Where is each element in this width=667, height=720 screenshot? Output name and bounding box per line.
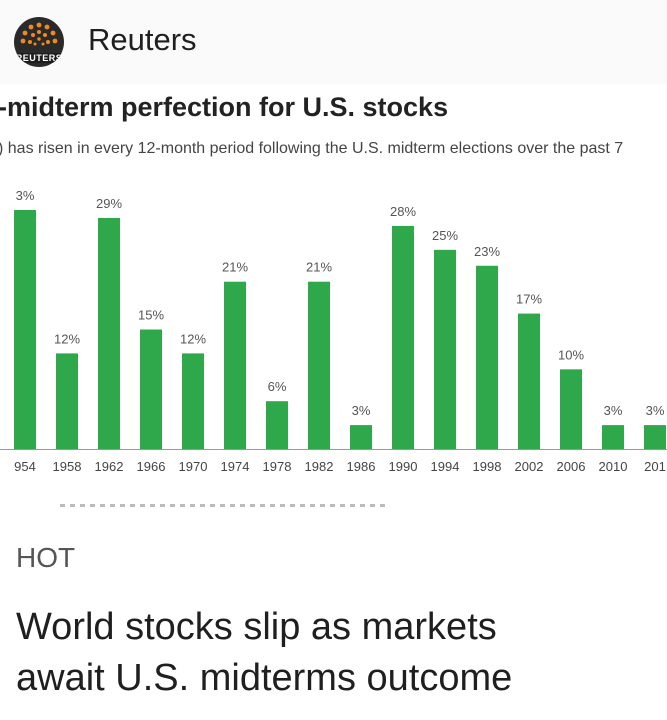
- bar-1994: [434, 249, 456, 449]
- bar-2006: [560, 369, 582, 449]
- data-label-1962: 29%: [96, 196, 122, 211]
- data-label-1970: 12%: [180, 331, 206, 346]
- data-label-1978: 6%: [268, 379, 287, 394]
- bar-1982: [308, 281, 330, 449]
- data-label-1974: 21%: [222, 260, 248, 275]
- data-label-954: 3%: [16, 188, 35, 203]
- x-tick-1978: 1978: [263, 459, 292, 474]
- app-header: REUTERS Reuters: [0, 0, 667, 84]
- bar-2002: [518, 313, 540, 449]
- bar-2010: [602, 425, 624, 449]
- data-label-1986: 3%: [352, 403, 371, 418]
- data-label-201: 3%: [646, 403, 665, 418]
- x-tick-201: 201: [644, 459, 666, 474]
- bar-1990: [392, 225, 414, 449]
- bar-201: [644, 425, 666, 449]
- data-label-2010: 3%: [604, 403, 623, 418]
- data-label-2006: 10%: [558, 347, 584, 362]
- data-label-1966: 15%: [138, 308, 164, 323]
- headline-line-1: World stocks slip as markets: [16, 606, 497, 648]
- bar-1970: [182, 353, 204, 449]
- x-tick-1970: 1970: [179, 459, 208, 474]
- bar-954: [14, 210, 36, 449]
- bar-1986: [350, 425, 372, 449]
- bar-1958: [56, 353, 78, 449]
- bar-1974: [224, 281, 246, 449]
- data-label-1982: 21%: [306, 260, 332, 275]
- x-tick-954: 954: [14, 459, 36, 474]
- chart-title: -midterm perfection for U.S. stocks: [0, 92, 449, 122]
- data-label-1990: 28%: [390, 204, 416, 219]
- bar-1966: [140, 329, 162, 449]
- x-tick-1986: 1986: [347, 459, 376, 474]
- article-chart-image[interactable]: -midterm perfection for U.S. stocks ) ha…: [0, 84, 667, 512]
- logo-dots-graphic: [20, 22, 58, 46]
- bar-chart: 3% 954 12% 1958 29% 1962 15% 1966 12% 1970 21% 1974…: [0, 188, 667, 474]
- chart-footnote: [60, 504, 390, 507]
- article-headline[interactable]: World stocks slip as markets await U.S. …: [16, 602, 656, 704]
- publisher-name[interactable]: Reuters: [88, 22, 197, 57]
- x-tick-1958: 1958: [53, 459, 82, 474]
- bar-1998: [476, 265, 498, 449]
- x-tick-1998: 1998: [473, 459, 502, 474]
- x-tick-2006: 2006: [557, 459, 586, 474]
- logo-text: REUTERS: [14, 53, 64, 63]
- data-label-1958: 12%: [54, 331, 80, 346]
- x-tick-1974: 1974: [221, 459, 250, 474]
- x-tick-1966: 1966: [137, 459, 166, 474]
- x-tick-1990: 1990: [389, 459, 418, 474]
- headline-line-2: await U.S. midterms outcome: [16, 657, 513, 699]
- data-label-2002: 17%: [516, 292, 542, 307]
- x-tick-1962: 1962: [95, 459, 124, 474]
- x-tick-2002: 2002: [515, 459, 544, 474]
- x-tick-1982: 1982: [305, 459, 334, 474]
- data-label-1994: 25%: [432, 228, 458, 243]
- data-label-1998: 23%: [474, 244, 500, 259]
- bar-1978: [266, 401, 288, 449]
- x-tick-2010: 2010: [599, 459, 628, 474]
- x-tick-1994: 1994: [431, 459, 460, 474]
- reuters-logo-icon[interactable]: REUTERS: [14, 17, 64, 67]
- chart-subtitle: ) has risen in every 12-month period fol…: [0, 140, 624, 157]
- bar-1962: [98, 217, 120, 449]
- section-label: HOT: [16, 542, 76, 573]
